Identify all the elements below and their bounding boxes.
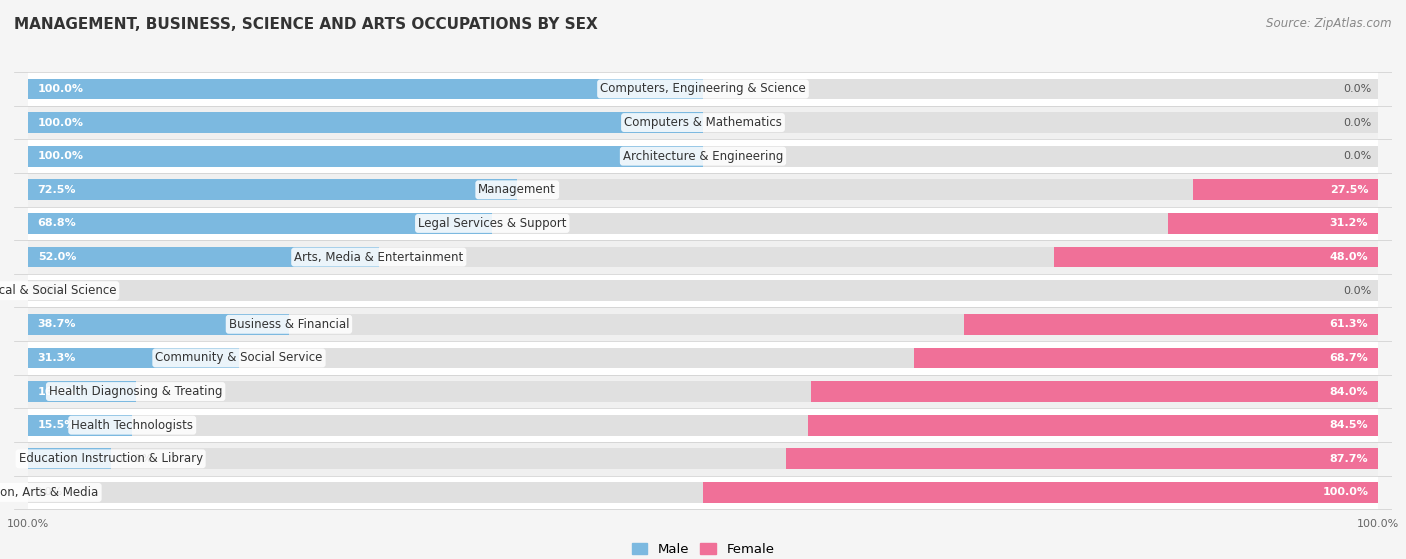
Bar	[703, 482, 1378, 503]
Legend: Male, Female: Male, Female	[626, 538, 780, 559]
Bar	[28, 448, 111, 469]
Bar	[28, 381, 135, 402]
Text: Arts, Media & Entertainment: Arts, Media & Entertainment	[294, 250, 464, 263]
Bar	[28, 482, 1378, 503]
Bar	[28, 247, 1378, 267]
Text: Legal Services & Support: Legal Services & Support	[418, 217, 567, 230]
Bar	[28, 78, 1378, 100]
Bar	[28, 146, 703, 167]
Text: 84.0%: 84.0%	[1330, 387, 1368, 396]
Bar	[28, 240, 1378, 274]
Text: 100.0%: 100.0%	[38, 84, 84, 94]
Text: 0.0%: 0.0%	[34, 286, 63, 296]
Bar	[1192, 179, 1378, 200]
Bar	[28, 78, 703, 100]
Text: Management: Management	[478, 183, 557, 196]
Text: 52.0%: 52.0%	[38, 252, 76, 262]
Bar	[1168, 213, 1378, 234]
Bar	[28, 112, 703, 133]
Text: Source: ZipAtlas.com: Source: ZipAtlas.com	[1267, 17, 1392, 30]
Text: 0.0%: 0.0%	[1343, 84, 1372, 94]
Text: 27.5%: 27.5%	[1330, 185, 1368, 195]
Text: 0.0%: 0.0%	[1343, 151, 1372, 161]
Text: 61.3%: 61.3%	[1330, 319, 1368, 329]
Text: Life, Physical & Social Science: Life, Physical & Social Science	[0, 284, 117, 297]
Text: Education, Arts & Media: Education, Arts & Media	[0, 486, 98, 499]
Bar	[28, 72, 1378, 106]
Bar	[28, 280, 1378, 301]
Bar	[28, 415, 132, 435]
Text: 100.0%: 100.0%	[38, 117, 84, 127]
Bar	[914, 348, 1378, 368]
Bar	[28, 274, 1378, 307]
Text: Health Technologists: Health Technologists	[72, 419, 193, 432]
Text: 38.7%: 38.7%	[38, 319, 76, 329]
Bar	[28, 381, 1378, 402]
Text: 16.0%: 16.0%	[38, 387, 76, 396]
Text: 31.3%: 31.3%	[38, 353, 76, 363]
Text: 100.0%: 100.0%	[38, 151, 84, 161]
Text: Computers & Mathematics: Computers & Mathematics	[624, 116, 782, 129]
Text: Business & Financial: Business & Financial	[229, 318, 349, 331]
Bar	[28, 341, 1378, 375]
Bar	[28, 146, 1378, 167]
Text: Computers, Engineering & Science: Computers, Engineering & Science	[600, 82, 806, 96]
Text: Health Diagnosing & Treating: Health Diagnosing & Treating	[49, 385, 222, 398]
Text: MANAGEMENT, BUSINESS, SCIENCE AND ARTS OCCUPATIONS BY SEX: MANAGEMENT, BUSINESS, SCIENCE AND ARTS O…	[14, 17, 598, 32]
Bar	[28, 247, 378, 267]
Bar	[28, 448, 1378, 469]
Bar	[28, 179, 1378, 200]
Bar	[28, 415, 1378, 435]
Bar	[1054, 247, 1378, 267]
Text: 72.5%: 72.5%	[38, 185, 76, 195]
Bar	[28, 112, 1378, 133]
Bar	[28, 139, 1378, 173]
Bar	[28, 106, 1378, 139]
Text: 68.7%: 68.7%	[1330, 353, 1368, 363]
Bar	[786, 448, 1378, 469]
Bar	[28, 207, 1378, 240]
Bar	[28, 213, 1378, 234]
Bar	[28, 314, 290, 335]
Text: 15.5%: 15.5%	[38, 420, 76, 430]
Bar	[28, 348, 1378, 368]
Bar	[28, 307, 1378, 341]
Text: 68.8%: 68.8%	[38, 219, 76, 229]
Text: Architecture & Engineering: Architecture & Engineering	[623, 150, 783, 163]
Text: Education Instruction & Library: Education Instruction & Library	[18, 452, 202, 465]
Bar	[28, 375, 1378, 409]
Bar	[28, 348, 239, 368]
Bar	[28, 476, 1378, 509]
Bar	[965, 314, 1378, 335]
Bar	[28, 213, 492, 234]
Text: 0.0%: 0.0%	[1343, 117, 1372, 127]
Bar	[28, 314, 1378, 335]
Bar	[28, 173, 1378, 207]
Text: 0.0%: 0.0%	[1343, 286, 1372, 296]
Text: 87.7%: 87.7%	[1330, 454, 1368, 464]
Bar	[807, 415, 1378, 435]
Text: 100.0%: 100.0%	[1322, 487, 1368, 498]
Bar	[28, 409, 1378, 442]
Text: 31.2%: 31.2%	[1330, 219, 1368, 229]
Text: 84.5%: 84.5%	[1330, 420, 1368, 430]
Text: 0.0%: 0.0%	[34, 487, 63, 498]
Bar	[811, 381, 1378, 402]
Bar	[28, 179, 517, 200]
Text: Community & Social Service: Community & Social Service	[155, 352, 322, 364]
Bar	[28, 442, 1378, 476]
Text: 48.0%: 48.0%	[1330, 252, 1368, 262]
Text: 12.3%: 12.3%	[117, 454, 153, 464]
